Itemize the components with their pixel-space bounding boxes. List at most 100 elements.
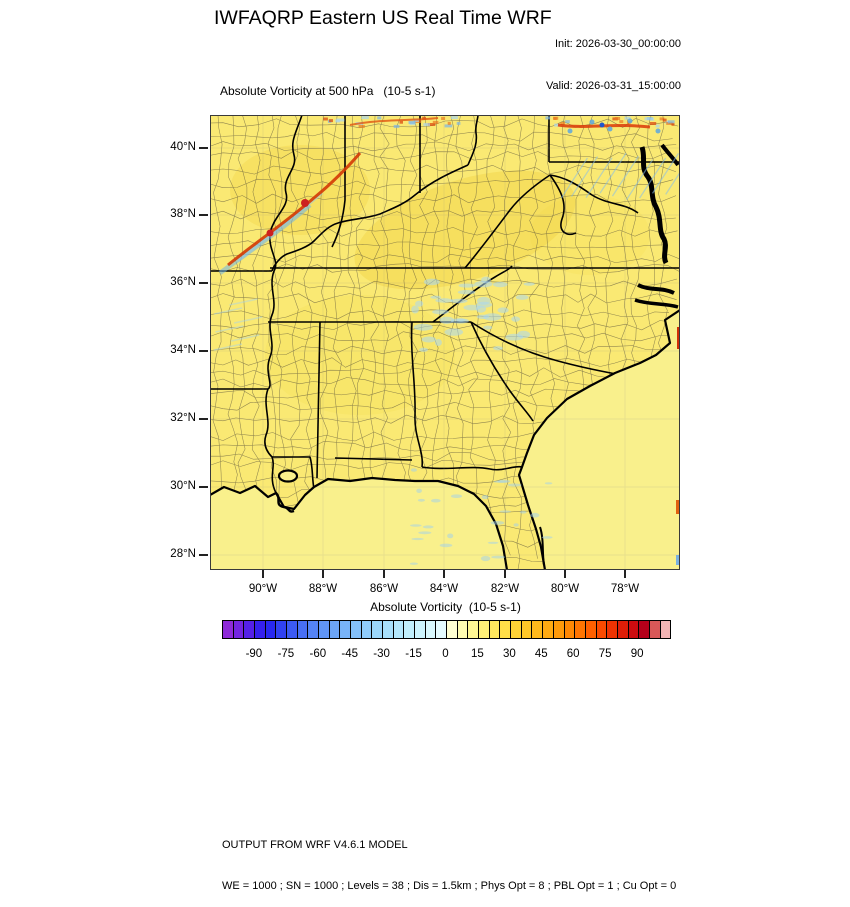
x-axis-tick-mark — [383, 570, 385, 578]
y-axis-tick-label: 32°N — [170, 412, 196, 424]
colorbar-segment — [361, 621, 373, 638]
y-axis-tick-label: 28°N — [170, 548, 196, 560]
colorbar-tick-label: -30 — [373, 648, 390, 660]
y-axis-tick-mark — [199, 350, 208, 352]
y-axis-tick-mark — [199, 554, 208, 556]
vorticity-streaks — [218, 117, 680, 565]
x-axis-tick-mark — [322, 570, 324, 578]
colorbar-segment — [511, 621, 522, 638]
colorbar-tick-label: 90 — [630, 648, 644, 660]
colorbar-segment — [532, 621, 544, 638]
colorbar-tick-label: -90 — [245, 648, 263, 660]
colorbar-segment — [596, 621, 608, 638]
y-axis-tick-mark — [199, 147, 208, 149]
colorbar-tick-label: 15 — [470, 648, 484, 660]
colorbar-segment — [372, 621, 384, 638]
map-frame-border — [210, 115, 680, 570]
footer-line-1: OUTPUT FROM WRF V4.6.1 MODEL — [222, 839, 408, 851]
colorbar-segment — [265, 621, 277, 638]
state-boundaries — [210, 115, 680, 494]
colorbar-segment — [607, 621, 618, 638]
colorbar-tick-label: 0 — [442, 648, 449, 660]
x-axis-tick-label: 80°W — [550, 583, 580, 595]
colorbar-segment — [649, 621, 661, 638]
colorbar-segment — [468, 621, 480, 638]
y-axis-tick-label: 34°N — [170, 344, 196, 356]
valid-time: Valid: 2026-03-31_15:00:00 — [546, 80, 681, 92]
colorbar-segment — [233, 621, 245, 638]
colorbar-tick-label: 30 — [502, 648, 516, 660]
x-axis-tick-mark — [262, 570, 264, 578]
colorbar-segment — [393, 621, 405, 638]
colorbar-tick-label: 60 — [566, 648, 580, 660]
y-axis-tick-label: 36°N — [170, 276, 196, 288]
colorbar-segment — [543, 621, 554, 638]
bays-and-lakes — [275, 143, 680, 566]
colorbar — [222, 620, 671, 639]
warm-vorticity-shading — [230, 145, 650, 415]
y-axis-tick-mark — [199, 486, 208, 488]
colorbar-segment — [351, 621, 362, 638]
colorbar-segment — [425, 621, 437, 638]
atlantic-ocean — [519, 310, 680, 570]
gulf-of-mexico — [210, 478, 507, 570]
x-axis-tick-label: 90°W — [248, 583, 278, 595]
colorbar-segment — [404, 621, 416, 638]
colorbar-title: Absolute Vorticity (10-5 s-1) — [370, 600, 521, 614]
colorbar-segment — [415, 621, 426, 638]
colorbar-segment — [500, 621, 512, 638]
init-time: Init: 2026-03-30_00:00:00 — [555, 38, 681, 50]
atlantic-coastline — [517, 309, 680, 570]
colorbar-tick-label: -60 — [309, 648, 327, 660]
colorbar-segment — [489, 621, 501, 638]
colorbar-segment — [276, 621, 288, 638]
colorbar-segment — [319, 621, 330, 638]
x-axis-tick-label: 84°W — [429, 583, 459, 595]
colorbar-segment — [564, 621, 576, 638]
colorbar-tick-label: 45 — [534, 648, 548, 660]
page-title: IWFAQRP Eastern US Real Time WRF — [214, 7, 552, 29]
model-footer: OUTPUT FROM WRF V4.6.1 MODEL WE = 1000 ;… — [222, 812, 676, 907]
y-axis-tick-label: 40°N — [170, 141, 196, 153]
colorbar-segment — [329, 621, 341, 638]
colorbar-tick-label: 75 — [598, 648, 612, 660]
colorbar-segment — [521, 621, 533, 638]
colorbar-segment — [340, 621, 352, 638]
gulf-coastline — [210, 476, 509, 570]
y-axis-tick-mark — [199, 282, 208, 284]
y-axis-tick-mark — [199, 418, 208, 420]
colorbar-segment — [223, 621, 234, 638]
colorbar-tick-label: -75 — [277, 648, 295, 660]
colorbar-segment — [297, 621, 309, 638]
colorbar-segment — [479, 621, 490, 638]
x-axis-tick-label: 78°W — [610, 583, 640, 595]
colorbar-segment — [628, 621, 640, 638]
x-axis-tick-label: 88°W — [308, 583, 338, 595]
colorbar-segment — [660, 621, 671, 638]
colorbar-segment — [436, 621, 448, 638]
colorbar-tick-label: -15 — [405, 648, 422, 660]
x-axis-tick-mark — [564, 570, 566, 578]
footer-line-2: WE = 1000 ; SN = 1000 ; Levels = 38 ; Di… — [222, 879, 677, 892]
colorbar-segment — [575, 621, 586, 638]
colorbar-segment — [585, 621, 597, 638]
colorbar-segment — [287, 621, 298, 638]
x-axis-tick-mark — [443, 570, 445, 578]
colorbar-segment — [383, 621, 394, 638]
map-canvas — [210, 115, 680, 570]
colorbar-segment — [457, 621, 469, 638]
plot-subtitle: Absolute Vorticity at 500 hPa (10-5 s-1) — [220, 84, 436, 98]
x-axis-tick-mark — [504, 570, 506, 578]
colorbar-segment — [447, 621, 458, 638]
colorbar-segment — [639, 621, 650, 638]
colorbar-segment — [308, 621, 320, 638]
y-axis-tick-label: 30°N — [170, 480, 196, 492]
colorbar-segment — [617, 621, 629, 638]
colorbar-segment — [244, 621, 256, 638]
x-axis-tick-mark — [624, 570, 626, 578]
colorbar-segment — [255, 621, 266, 638]
y-axis-tick-mark — [199, 214, 208, 216]
x-axis-tick-label: 82°W — [490, 583, 520, 595]
x-axis-tick-label: 86°W — [369, 583, 399, 595]
run-info: Init: 2026-03-30_00:00:00 Valid: 2026-03… — [505, 9, 681, 107]
